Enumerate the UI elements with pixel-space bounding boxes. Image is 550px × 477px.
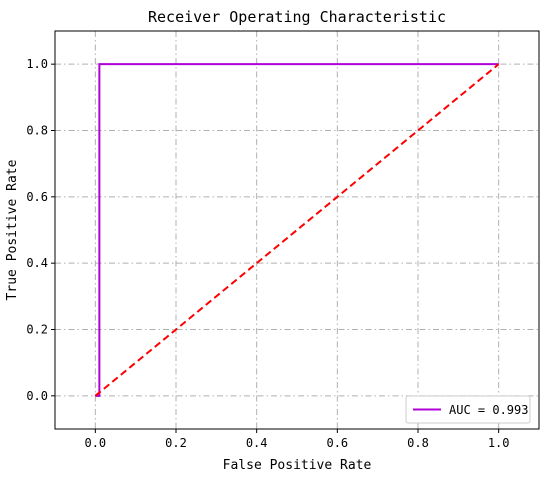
x-axis-label: False Positive Rate — [223, 458, 372, 473]
grid — [55, 31, 539, 429]
x-tick-label: 0.0 — [84, 436, 106, 450]
roc-curve-line — [95, 63, 499, 397]
y-tick-label: 0.8 — [26, 124, 48, 138]
y-tick-label: 1.0 — [26, 57, 48, 71]
y-tick-label: 0.0 — [26, 389, 48, 403]
y-tick-label: 0.6 — [26, 190, 48, 204]
ticks: 0.0 0.2 0.4 0.6 0.8 1.0 0.0 0.2 0.4 0.6 0.8 1.0 — [26, 57, 509, 450]
x-tick-label: 0.2 — [165, 436, 187, 450]
x-tick-label: 0.8 — [407, 436, 429, 450]
x-tick-label: 0.6 — [326, 436, 348, 450]
y-tick-label: 0.2 — [26, 323, 48, 337]
chance-diagonal-line — [94, 63, 500, 397]
y-axis-label: True Positive Rate — [5, 159, 20, 300]
x-tick-label: 1.0 — [488, 436, 510, 450]
series-layer — [94, 63, 500, 397]
legend: AUC = 0.993 — [405, 395, 531, 424]
plot-frame — [54, 30, 540, 430]
x-tick-label: 0.4 — [246, 436, 268, 450]
legend-entry-label: AUC = 0.993 — [449, 403, 528, 417]
chart-title: Receiver Operating Characteristic — [148, 8, 446, 26]
y-tick-label: 0.4 — [26, 256, 48, 270]
legend-box — [405, 395, 531, 424]
